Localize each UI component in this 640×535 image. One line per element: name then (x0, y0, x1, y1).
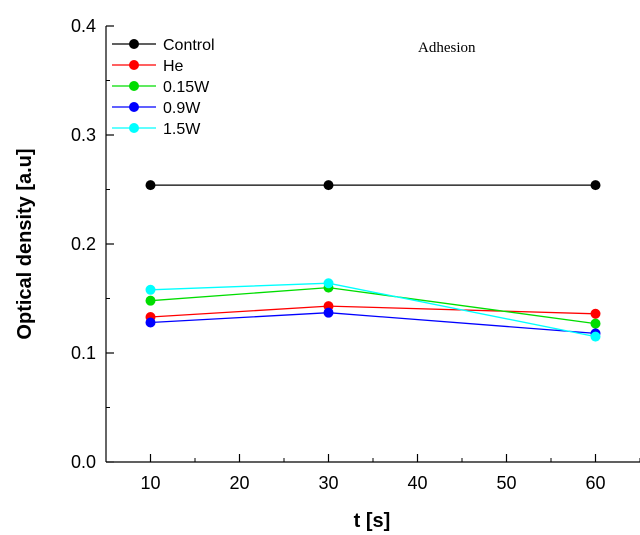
series-0-15w (145, 282, 601, 329)
legend-item: Control (112, 37, 215, 54)
data-point (145, 180, 156, 191)
x-tick-label: 50 (496, 473, 516, 493)
series-line (150, 305, 596, 318)
legend-label: Control (163, 37, 215, 54)
data-point (145, 317, 156, 328)
legend-marker (129, 60, 139, 70)
data-point (145, 284, 156, 295)
series-layer (145, 180, 601, 342)
y-tick-label: 0.3 (71, 125, 96, 145)
series-control (145, 180, 601, 191)
x-axis-title: t [s] (354, 510, 391, 532)
x-tick-label: 10 (140, 473, 160, 493)
legend-marker (129, 81, 139, 91)
legend: Control He 0.15W 0.9W 1.5W (112, 37, 215, 138)
legend-label: 0.9W (163, 100, 201, 117)
x-tick-label: 20 (229, 473, 249, 493)
x-tick-label: 60 (585, 473, 605, 493)
y-tick-label: 0.1 (71, 343, 96, 363)
data-point (590, 331, 601, 342)
data-point (145, 295, 156, 306)
y-tick-label: 0.4 (71, 16, 96, 36)
legend-marker (129, 123, 139, 133)
chart-annotation: Adhesion (418, 40, 476, 56)
legend-label: 1.5W (163, 121, 201, 138)
legend-item: 0.9W (112, 100, 201, 117)
data-point (323, 307, 334, 318)
legend-marker (129, 102, 139, 112)
legend-item: He (112, 58, 184, 75)
legend-item: 0.15W (112, 79, 210, 96)
y-axis-title: Optical density [a.u] (14, 148, 36, 339)
data-point (590, 308, 601, 319)
legend-marker (129, 39, 139, 49)
data-point (323, 278, 334, 289)
y-tick-label: 0.0 (71, 452, 96, 472)
data-point (323, 180, 334, 191)
data-point (590, 180, 601, 191)
x-ticks: 10 20 30 40 50 60 (105, 454, 640, 493)
x-tick-label: 30 (318, 473, 338, 493)
y-ticks: 0.0 0.1 0.2 0.3 0.4 (71, 16, 114, 472)
data-point (590, 318, 601, 329)
legend-label: He (163, 58, 184, 75)
y-tick-label: 0.2 (71, 234, 96, 254)
series-1-5w (145, 278, 601, 342)
legend-label: 0.15W (163, 79, 210, 96)
legend-item: 1.5W (112, 121, 201, 138)
x-tick-label: 40 (407, 473, 427, 493)
